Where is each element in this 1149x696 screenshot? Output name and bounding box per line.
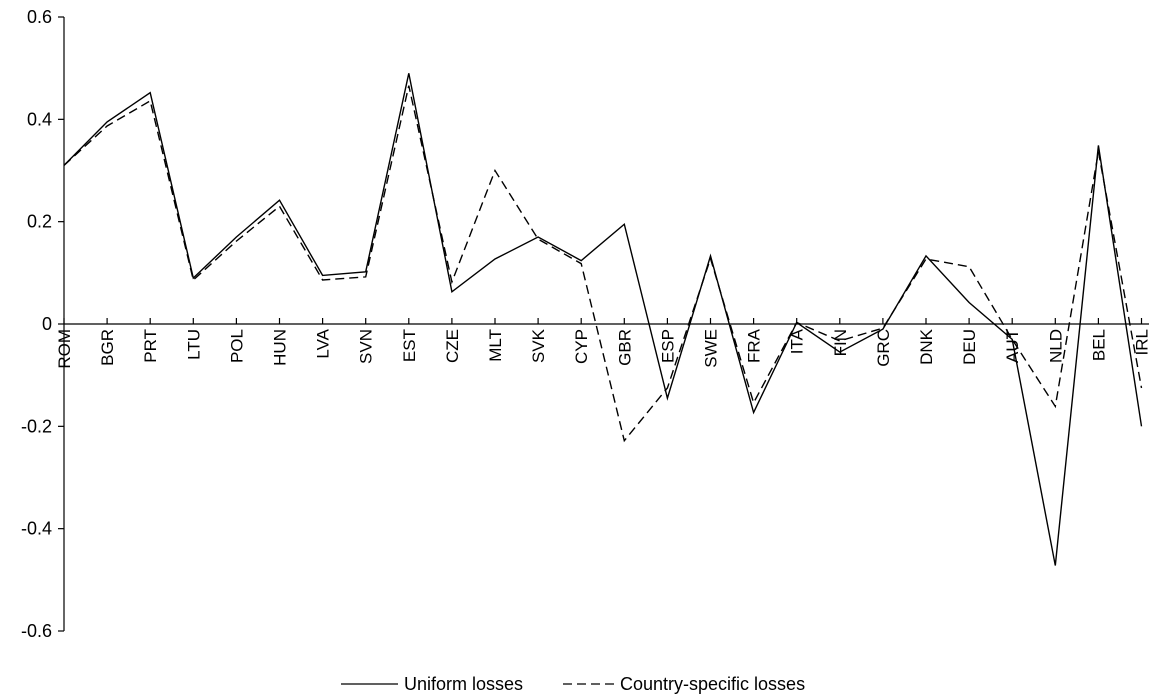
plot-area: 0.6 0.4 0.2 0 -0.2 -0.4 -0.6 ROM BGR PRT LTU POL HU… <box>21 7 1149 641</box>
y-tick-label: 0.2 <box>27 212 52 232</box>
x-tick-label: PRT <box>141 329 160 363</box>
y-tick-label: -0.4 <box>21 519 52 539</box>
x-tick-label: ESP <box>658 329 677 363</box>
x-tick-label: GRC <box>874 329 893 367</box>
x-tick-label: ROM <box>55 329 74 369</box>
x-tick-label: LTU <box>184 329 203 360</box>
x-tick-label: NLD <box>1046 329 1065 363</box>
series-line-uniform-losses <box>63 73 1143 566</box>
x-tick-label: HUN <box>271 329 290 366</box>
y-tick-label: -0.2 <box>21 416 52 436</box>
x-tick-label: IRL <box>1133 329 1149 355</box>
series-lines <box>63 73 1143 566</box>
x-tick-label: SVK <box>529 328 548 363</box>
x-tick-label: DEU <box>960 329 979 365</box>
x-tick-label: BGR <box>98 329 117 366</box>
y-tick-label: 0.4 <box>27 109 52 129</box>
y-tick-label: 0 <box>42 314 52 334</box>
x-ticks: ROM BGR PRT LTU POL HUN LVA SVN EST CZE MLT SVK CYP G… <box>55 318 1149 369</box>
x-tick-label: AUT <box>1003 329 1022 363</box>
x-tick-label: GBR <box>615 329 634 366</box>
x-tick-label: SVN <box>357 329 376 364</box>
x-tick-label: FRA <box>745 328 764 363</box>
legend: Uniform losses Country-specific losses <box>341 674 805 694</box>
y-tick-label: -0.6 <box>21 621 52 641</box>
y-ticks: 0.6 0.4 0.2 0 -0.2 -0.4 -0.6 <box>21 7 64 641</box>
x-tick-label: MLT <box>486 329 505 362</box>
x-tick-label: BEL <box>1089 329 1108 361</box>
series-line-country-specific-losses <box>63 85 1143 443</box>
x-tick-label: DNK <box>917 328 936 365</box>
x-tick-label: CZE <box>443 329 462 363</box>
x-tick-label: ITA <box>788 328 807 354</box>
x-tick-label: LVA <box>314 328 333 358</box>
x-tick-label: EST <box>400 329 419 362</box>
x-tick-label: SWE <box>702 329 721 368</box>
legend-label-country-specific-losses: Country-specific losses <box>620 674 805 694</box>
x-tick-label: POL <box>227 329 246 363</box>
y-tick-label: 0.6 <box>27 7 52 27</box>
legend-label-uniform-losses: Uniform losses <box>404 674 523 694</box>
x-tick-label: CYP <box>572 329 591 364</box>
